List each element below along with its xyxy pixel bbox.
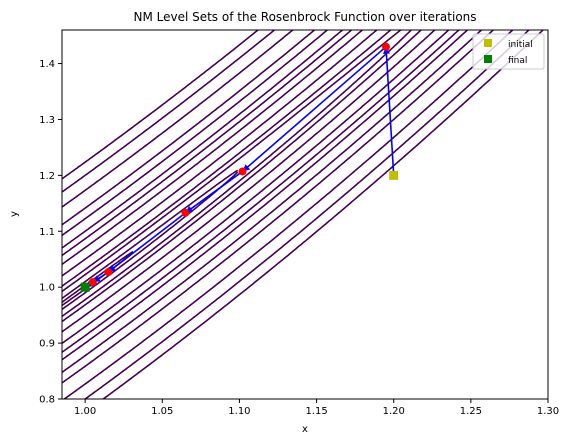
iterate-point (181, 208, 190, 217)
iterate-point (238, 167, 247, 176)
contour-line (62, 171, 239, 311)
contour-line (62, 30, 378, 277)
contour-line (62, 30, 364, 265)
contour-line (62, 30, 393, 287)
contour-line (62, 30, 329, 237)
contour-line (62, 30, 403, 293)
initial-point (389, 170, 399, 180)
x-tick-label: 1.30 (537, 406, 559, 417)
contour-line (62, 30, 276, 193)
contour-line (62, 30, 460, 353)
contour-line (62, 30, 413, 317)
optimization-path (80, 42, 399, 292)
contour-line (62, 30, 344, 249)
contour-line (83, 30, 531, 399)
path-segment (241, 46, 387, 173)
contour-line (101, 30, 545, 399)
x-tick-label: 1.15 (305, 406, 327, 417)
legend-initial-marker (484, 39, 492, 47)
contour-line (62, 30, 423, 323)
x-tick-label: 1.10 (228, 406, 250, 417)
x-tick-label: 1.25 (460, 406, 482, 417)
final-point (80, 282, 90, 292)
contour-line (62, 30, 495, 384)
y-tick-label: 1.0 (39, 283, 55, 294)
contour-line (62, 30, 260, 180)
y-tick-label: 1.1 (39, 227, 55, 238)
iterate-point (88, 278, 97, 287)
iterate-point (104, 268, 113, 277)
contour-line (62, 30, 483, 373)
y-tick-label: 1.4 (39, 59, 55, 70)
y-axis-ticks: 0.8 0.9 1.0 1.1 1.2 1.3 1.4 (39, 59, 62, 406)
contour-line (62, 30, 436, 333)
x-tick-label: 1.20 (383, 406, 405, 417)
contour-line (62, 30, 450, 345)
iterate-point (382, 42, 390, 51)
contour-line (62, 30, 353, 257)
legend-initial-label: initial (508, 40, 533, 50)
path-segment (385, 46, 395, 176)
contour-line (62, 169, 239, 299)
contour-line (62, 30, 295, 208)
x-axis-label: x (302, 424, 308, 435)
legend-final-marker (484, 55, 492, 63)
path-segment (184, 170, 243, 214)
legend: initial final (472, 33, 545, 70)
y-tick-label: 0.8 (39, 395, 55, 406)
contour-line (62, 30, 514, 399)
x-tick-label: 1.05 (151, 406, 173, 417)
legend-final-label: final (508, 56, 527, 66)
plot-frame (61, 29, 549, 400)
y-axis-label: y (9, 211, 20, 217)
y-tick-label: 1.3 (39, 115, 55, 126)
contour-line (62, 30, 316, 226)
chart-title: NM Level Sets of the Rosenbrock Function… (133, 10, 476, 24)
y-tick-label: 0.9 (39, 339, 55, 350)
y-tick-label: 1.2 (39, 171, 55, 182)
x-axis-ticks: 1.00 1.05 1.10 1.15 1.20 1.25 1.30 (74, 399, 559, 417)
path-segment (107, 212, 186, 273)
x-tick-label: 1.00 (74, 406, 96, 417)
